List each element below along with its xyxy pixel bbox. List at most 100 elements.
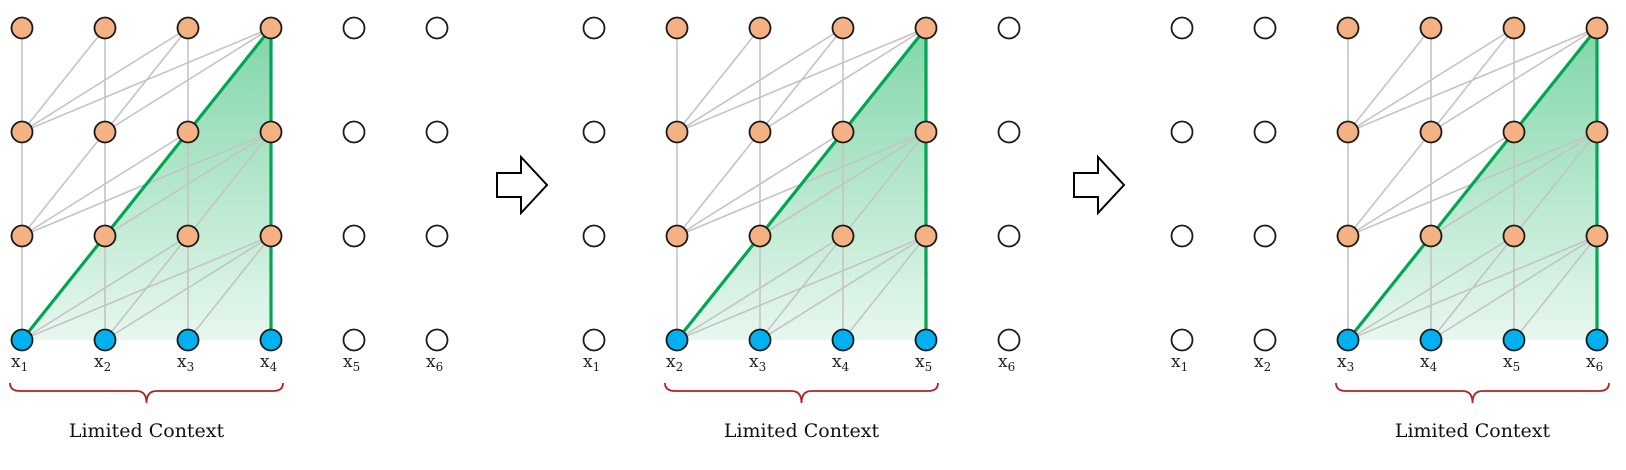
panel-window-x3-x6: x1 x2 x3 x4 x5 x6 Limited Context	[1170, 16, 1610, 442]
input-node	[176, 328, 200, 352]
diagonal-path	[1346, 27, 1599, 341]
hidden-node	[1585, 224, 1609, 248]
edge-line	[759, 235, 927, 341]
hidden-node	[1419, 224, 1443, 248]
empty-node	[582, 328, 606, 352]
panel-window-x2-x5: x1 x2 x3 x4 x5 x6 Limited Context	[582, 16, 1021, 442]
edge-line	[21, 27, 272, 133]
x-label-4: x4	[832, 352, 850, 374]
edge-line	[676, 27, 761, 133]
hidden-node	[1502, 120, 1526, 144]
transition-arrows	[496, 154, 1126, 216]
edge-line	[104, 235, 272, 341]
x-label-1: x1	[11, 352, 28, 374]
input-node	[1419, 328, 1443, 352]
diagonal-path	[20, 27, 273, 341]
hidden-node	[259, 16, 283, 40]
context-label: Limited Context	[69, 420, 225, 442]
context-brace	[1335, 382, 1610, 404]
edge-line	[21, 27, 106, 133]
edge-line	[676, 27, 844, 133]
hidden-node	[1336, 16, 1360, 40]
empty-node	[425, 224, 449, 248]
context-brace	[9, 382, 284, 404]
x-label-3: x3	[1337, 352, 1354, 374]
hidden-node	[914, 224, 938, 248]
empty-node	[582, 120, 606, 144]
empty-node	[997, 328, 1021, 352]
empty-node	[342, 328, 366, 352]
edge-line	[1347, 27, 1598, 133]
empty-node	[1170, 16, 1194, 40]
hidden-node	[176, 120, 200, 144]
context-brace	[664, 382, 939, 404]
edge-line	[676, 235, 844, 341]
edge-line	[104, 27, 272, 133]
edge-line	[1430, 131, 1598, 237]
hidden-node	[665, 224, 689, 248]
x-label-1: x1	[583, 352, 600, 374]
x-label-6: x6	[1586, 352, 1603, 374]
hidden-node	[1585, 120, 1609, 144]
empty-node	[342, 16, 366, 40]
input-node	[748, 328, 772, 352]
edge-line	[676, 235, 927, 341]
x-label-5: x5	[915, 352, 932, 374]
context-label: Limited Context	[1395, 420, 1551, 442]
connection-edges	[676, 27, 927, 341]
hidden-node	[1336, 224, 1360, 248]
hidden-node	[831, 224, 855, 248]
edge-line	[759, 131, 927, 237]
transition-arrow-2-icon	[1073, 154, 1126, 216]
edge-line	[1430, 27, 1598, 133]
edge-line	[21, 27, 189, 133]
empty-node	[1253, 328, 1277, 352]
edge-line	[21, 131, 106, 237]
x-label-3: x3	[177, 352, 194, 374]
edge-line	[676, 27, 927, 133]
empty-node	[997, 120, 1021, 144]
hidden-node	[259, 120, 283, 144]
input-node	[1585, 328, 1609, 352]
empty-node	[1253, 120, 1277, 144]
hidden-node	[93, 16, 117, 40]
hidden-node	[1419, 16, 1443, 40]
edge-line	[21, 235, 272, 341]
empty-node	[425, 120, 449, 144]
hidden-node	[748, 224, 772, 248]
empty-node	[1170, 328, 1194, 352]
hidden-node	[176, 224, 200, 248]
input-node	[914, 328, 938, 352]
input-node	[831, 328, 855, 352]
hidden-node	[831, 16, 855, 40]
empty-node	[342, 120, 366, 144]
empty-node	[1253, 16, 1277, 40]
hidden-node	[914, 16, 938, 40]
hidden-node	[748, 16, 772, 40]
x-label-6: x6	[998, 352, 1015, 374]
empty-node	[425, 328, 449, 352]
edge-line	[1513, 235, 1598, 341]
empty-node	[997, 16, 1021, 40]
empty-node	[1170, 224, 1194, 248]
transition-arrow-1-icon	[496, 154, 549, 216]
input-node	[93, 328, 117, 352]
x-label-2: x2	[666, 352, 683, 374]
hidden-node	[93, 120, 117, 144]
hidden-node	[10, 16, 34, 40]
hidden-node	[259, 224, 283, 248]
x-label-2: x2	[1254, 352, 1271, 374]
hidden-node	[10, 120, 34, 144]
empty-node	[1170, 120, 1194, 144]
hidden-node	[748, 120, 772, 144]
input-node	[1502, 328, 1526, 352]
hidden-node	[176, 16, 200, 40]
edge-line	[1347, 27, 1515, 133]
edge-line	[1430, 235, 1598, 341]
hidden-node	[93, 224, 117, 248]
x-label-2: x2	[94, 352, 111, 374]
hidden-node	[1502, 224, 1526, 248]
empty-node	[1253, 224, 1277, 248]
hidden-node	[831, 120, 855, 144]
x-label-1: x1	[1171, 352, 1188, 374]
